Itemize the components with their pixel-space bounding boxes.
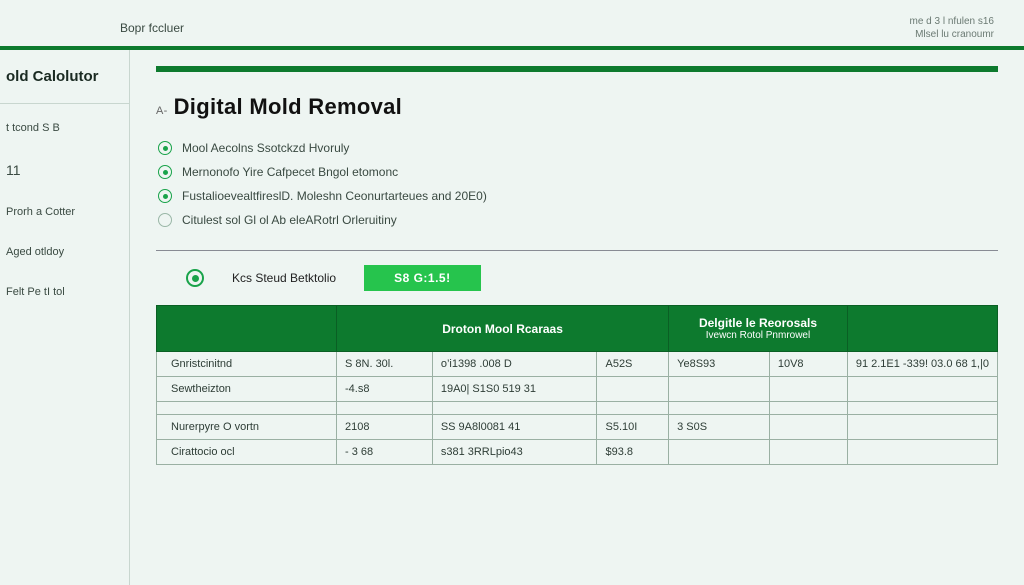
cell: $93.8 <box>597 440 669 465</box>
header-right-line1: me d 3 l nfulen s16 <box>910 16 995 27</box>
page-title-text: Digital Mold Removal <box>174 94 402 120</box>
check-circle-icon <box>158 165 172 179</box>
table-row: Sewtheizton -4.s8 19A0| S1S0 519 31 <box>157 377 998 402</box>
cell <box>847 440 997 465</box>
target-icon <box>186 269 204 287</box>
cell: S5.10I <box>597 415 669 440</box>
table-header-row: Droton Mool Rcaraas Delgitle le Reorosal… <box>157 306 998 352</box>
th-2: Delgitle le Reorosals Ivewcn Rotol Pnmro… <box>669 306 848 352</box>
cell-label: Cirattocio ocl <box>157 440 337 465</box>
th-0 <box>157 306 337 352</box>
cell <box>669 440 770 465</box>
cell: 2108 <box>337 415 433 440</box>
cell: A52S <box>597 352 669 377</box>
sidebar: old Calolutor t tcond S B 11 Prorh a Cot… <box>0 50 130 585</box>
results-table: Droton Mool Rcaraas Delgitle le Reorosal… <box>156 305 998 465</box>
accent-bar <box>156 66 998 72</box>
cell <box>669 377 770 402</box>
cell: Ye8S93 <box>669 352 770 377</box>
cell: S 8N. 30l. <box>337 352 433 377</box>
sidebar-item-2[interactable]: Prorh a Cotter <box>6 206 119 218</box>
cta-button[interactable]: S8 G:1.5! <box>364 265 481 291</box>
cell <box>847 415 997 440</box>
main-area: old Calolutor t tcond S B 11 Prorh a Cot… <box>0 50 1024 585</box>
table-row-gap <box>157 402 998 415</box>
cta-label: Kcs Steud Betktolio <box>232 271 336 285</box>
circle-outline-icon <box>158 213 172 227</box>
cell: 91 2.1E1 -339! 03.0 68 1,|0 <box>847 352 997 377</box>
cell: 10V8 <box>769 352 847 377</box>
cell: - 3 68 <box>337 440 433 465</box>
page-title-prefix: A⁠- <box>156 105 168 117</box>
cell <box>769 377 847 402</box>
th-2-line2: Ivewcn Rotol Pnmrowel <box>675 330 841 341</box>
feature-text-2: FustalioevealtfireslD. Moleshn Ceonurtar… <box>182 189 487 203</box>
th-3 <box>847 306 997 352</box>
cell: -4.s8 <box>337 377 433 402</box>
check-circle-icon <box>158 189 172 203</box>
cell <box>597 377 669 402</box>
header-left-label: Bopr fccluer <box>120 21 184 35</box>
cell-label: Gnristcinitnd <box>157 352 337 377</box>
feature-text-3: Citulest sol Gl ol Ab eleARotrl Orleruit… <box>182 213 397 227</box>
cell <box>847 377 997 402</box>
cell-label: Sewtheizton <box>157 377 337 402</box>
cell: s381 3RRLpio43 <box>432 440 597 465</box>
content: A⁠- Digital Mold Removal Mool Aecolns Ss… <box>130 50 1024 585</box>
table-row: Cirattocio ocl - 3 68 s381 3RRLpio43 $93… <box>157 440 998 465</box>
sidebar-item-4[interactable]: Felt Pe tI tol <box>6 286 119 298</box>
feature-list: Mool Aecolns Ssotckzd Hvoruly Mernonofo … <box>158 136 998 232</box>
feature-item-0: Mool Aecolns Ssotckzd Hvoruly <box>158 136 998 160</box>
cell-label: Nurerpyre O vortn <box>157 415 337 440</box>
cell: o’i1398 .008 D <box>432 352 597 377</box>
sidebar-item-1[interactable]: 11 <box>6 162 119 178</box>
cell <box>769 415 847 440</box>
check-circle-icon <box>158 141 172 155</box>
cell: 3 S0S <box>669 415 770 440</box>
cta-row: Kcs Steud Betktolio S8 G:1.5! <box>186 265 998 291</box>
feature-item-2: FustalioevealtfireslD. Moleshn Ceonurtar… <box>158 184 998 208</box>
table-row: Nurerpyre O vortn 2108 SS 9A8l0081 41 S5… <box>157 415 998 440</box>
sidebar-item-0[interactable]: t tcond S B <box>6 122 119 134</box>
header-right-line2: Mlsel lu cranoumr <box>915 29 994 40</box>
cell: 19A0| S1S0 519 31 <box>432 377 597 402</box>
header-band: Bopr fccluer me d 3 l nfulen s16 Mlsel l… <box>0 0 1024 50</box>
table-row: Gnristcinitnd S 8N. 30l. o’i1398 .008 D … <box>157 352 998 377</box>
header-left: Bopr fccluer <box>120 21 184 35</box>
thin-separator <box>156 250 998 251</box>
th-2-line1: Delgitle le Reorosals <box>675 316 841 330</box>
feature-item-3: Citulest sol Gl ol Ab eleARotrl Orleruit… <box>158 208 998 232</box>
th-1: Droton Mool Rcaraas <box>337 306 669 352</box>
feature-text-1: Mernonofo Yire Cafpecet Bngol etomonc <box>182 165 398 179</box>
sidebar-title: old Calolutor <box>6 68 119 85</box>
sidebar-separator <box>0 103 129 104</box>
feature-text-0: Mool Aecolns Ssotckzd Hvoruly <box>182 141 349 155</box>
page-title: A⁠- Digital Mold Removal <box>156 94 998 120</box>
cell <box>769 440 847 465</box>
cell: SS 9A8l0081 41 <box>432 415 597 440</box>
header-right: me d 3 l nfulen s16 Mlsel lu cranoumr <box>910 16 995 40</box>
feature-item-1: Mernonofo Yire Cafpecet Bngol etomonc <box>158 160 998 184</box>
sidebar-item-3[interactable]: Aged otldoy <box>6 246 119 258</box>
